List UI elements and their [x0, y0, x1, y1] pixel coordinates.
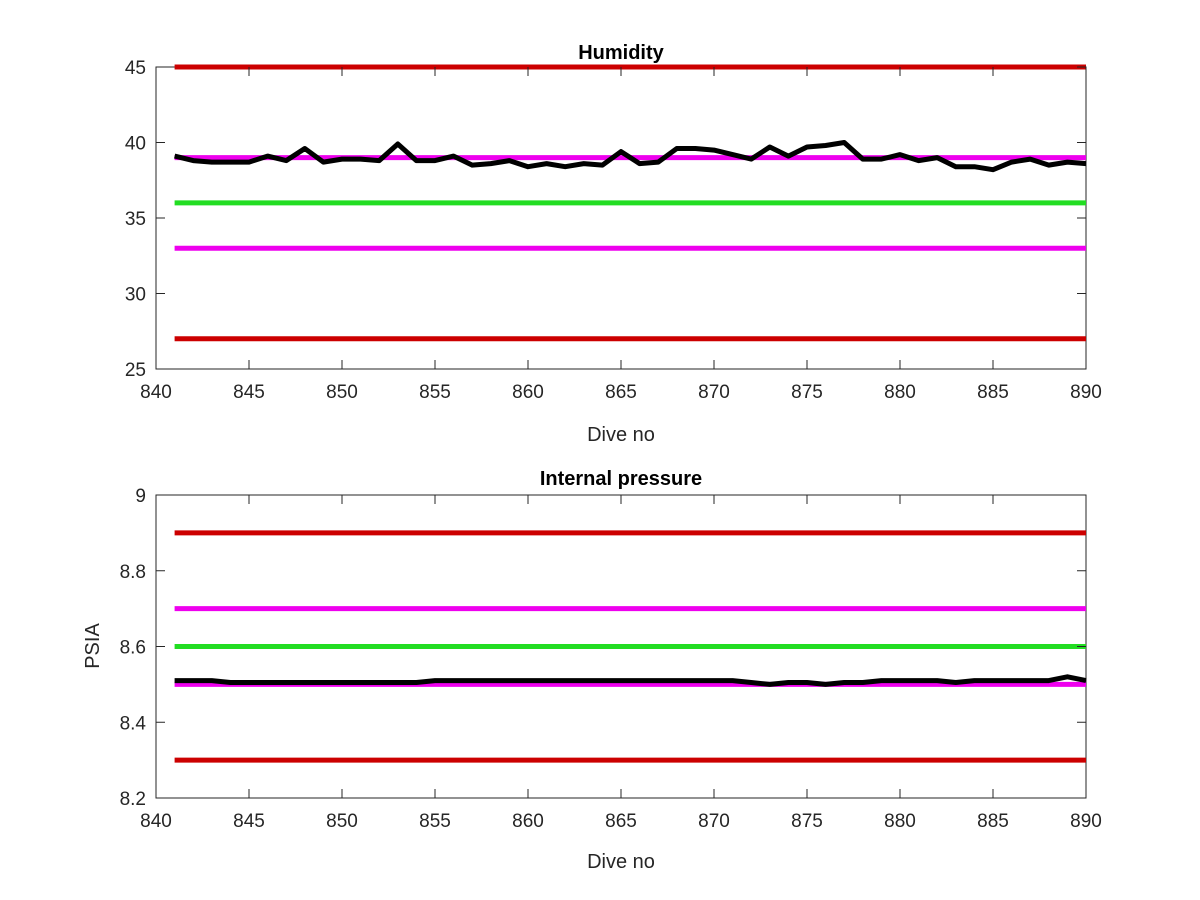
humidity-x-tick-label: 840 — [140, 382, 172, 403]
humidity-x-tick-label: 860 — [512, 382, 544, 403]
pressure-x-tick-label: 865 — [605, 811, 637, 832]
humidity-x-tick-label: 855 — [419, 382, 451, 403]
humidity-x-axis-label: Dive no — [587, 424, 655, 446]
pressure-x-tick-label: 850 — [326, 811, 358, 832]
pressure-y-ticks: 8.2 8.4 8.6 8.8 9 — [120, 486, 1086, 810]
pressure-data-line — [174, 674, 1087, 687]
pressure-x-tick-label: 885 — [977, 811, 1009, 832]
pressure-x-tick-label: 840 — [140, 811, 172, 832]
pressure-panel: 840 845 850 855 860 865 870 875 880 885 890 8.2 8.4… — [82, 468, 1102, 873]
humidity-y-tick-label: 35 — [125, 209, 146, 230]
humidity-x-tick-label: 865 — [605, 382, 637, 403]
pressure-y-tick-label: 8.8 — [120, 562, 146, 583]
humidity-x-tick-label: 885 — [977, 382, 1009, 403]
humidity-panel: 840 845 850 855 860 865 870 875 880 885 890 25 30 35… — [125, 42, 1102, 446]
humidity-y-tick-label: 40 — [125, 134, 146, 155]
pressure-x-tick-label: 870 — [698, 811, 730, 832]
humidity-x-tick-label: 850 — [326, 382, 358, 403]
humidity-y-tick-label: 25 — [125, 360, 146, 381]
pressure-x-ticks: 840 845 850 855 860 865 870 875 880 885 890 — [140, 495, 1102, 832]
humidity-x-tick-label: 890 — [1070, 382, 1102, 403]
humidity-x-tick-label: 875 — [791, 382, 823, 403]
pressure-x-tick-label: 860 — [512, 811, 544, 832]
humidity-y-tick-label: 45 — [125, 58, 146, 79]
humidity-x-tick-label: 880 — [884, 382, 916, 403]
pressure-series — [174, 674, 1087, 687]
pressure-x-tick-label: 845 — [233, 811, 265, 832]
humidity-x-tick-label: 870 — [698, 382, 730, 403]
pressure-x-tick-label: 855 — [419, 811, 451, 832]
pressure-x-axis-label: Dive no — [587, 851, 655, 873]
pressure-y-tick-label: 8.6 — [120, 638, 146, 659]
pressure-y-axis-label: PSIA — [82, 623, 104, 669]
pressure-y-tick-label: 8.2 — [120, 789, 146, 810]
pressure-x-tick-label: 880 — [884, 811, 916, 832]
humidity-y-ticks: 25 30 35 40 45 — [125, 58, 1086, 381]
pressure-x-tick-label: 890 — [1070, 811, 1102, 832]
pressure-chart-title: Internal pressure — [540, 468, 702, 490]
humidity-chart-title: Humidity — [578, 42, 664, 64]
humidity-plot-area — [155, 66, 1087, 370]
pressure-x-tick-label: 875 — [791, 811, 823, 832]
humidity-y-tick-label: 30 — [125, 285, 146, 306]
humidity-data-line — [174, 140, 1087, 173]
humidity-x-tick-label: 845 — [233, 382, 265, 403]
humidity-series — [174, 140, 1087, 173]
pressure-y-tick-label: 8.4 — [120, 713, 147, 734]
pressure-y-tick-label: 9 — [135, 486, 146, 507]
humidity-x-ticks: 840 845 850 855 860 865 870 875 880 885 890 — [140, 67, 1102, 403]
